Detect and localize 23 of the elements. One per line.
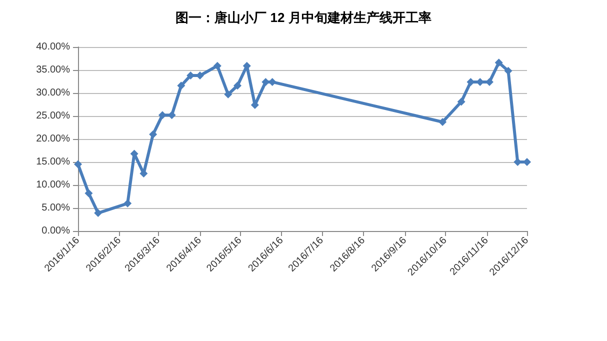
y-tick-label: 10.00% (36, 180, 70, 190)
y-tick-label: 15.00% (36, 156, 70, 168)
y-tick-label: 5.00% (42, 202, 70, 214)
point (149, 130, 158, 138)
y-tick-label: 25.00% (36, 110, 70, 122)
point (438, 118, 447, 126)
point (213, 62, 222, 70)
point (504, 66, 512, 75)
point (177, 82, 186, 90)
chart-title: 图一：唐山小厂 12 月中旬建材生产线开工率 (176, 10, 432, 25)
y-tick-label: 20.00% (36, 134, 70, 144)
y-tick-label: 30.00% (36, 88, 70, 98)
point (158, 111, 166, 120)
y-tick-label: 0.00% (42, 226, 70, 236)
point (233, 82, 242, 90)
point (457, 98, 466, 106)
point (84, 189, 93, 198)
point (494, 58, 503, 67)
point (94, 209, 102, 218)
y-tick-label: 40.00% (36, 42, 70, 52)
point (224, 90, 232, 98)
point (74, 160, 82, 168)
y-tick-label: 35.00% (36, 64, 70, 76)
